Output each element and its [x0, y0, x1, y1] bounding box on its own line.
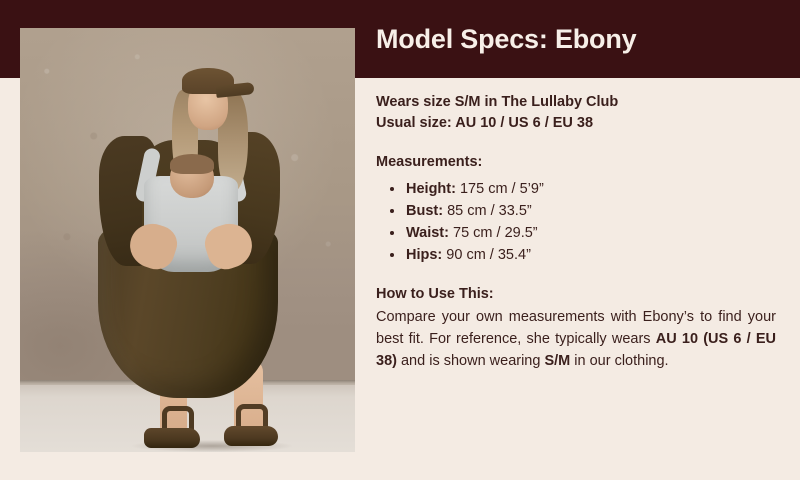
sandal-strap-left [162, 406, 194, 437]
measurement-value: 85 cm / 33.5” [447, 203, 532, 219]
wears-size-line: Wears size S/M in The Lullaby Club [376, 94, 619, 110]
usual-size-line: Usual size: AU 10 / US 6 / EU 38 [376, 115, 594, 131]
list-item: Waist: 75 cm / 29.5” [376, 222, 776, 244]
measurement-value: 175 cm / 5’9” [459, 181, 544, 197]
measurement-value: 90 cm / 35.4” [446, 247, 531, 263]
sandal-right [224, 426, 278, 446]
how-to-text-3: in our clothing. [570, 353, 669, 369]
measurements-list: Height: 175 cm / 5’9” Bust: 85 cm / 33.5… [376, 178, 776, 266]
list-item: Bust: 85 cm / 33.5” [376, 200, 776, 222]
specs-content: Wears size S/M in The Lullaby Club Usual… [376, 92, 776, 372]
model-figure [20, 28, 355, 452]
list-item: Height: 175 cm / 5’9” [376, 178, 776, 200]
measurement-label: Bust: [406, 203, 444, 219]
how-to-bold-size: AU 10 (US 6 / EU 38) [376, 331, 777, 369]
cap-brim [215, 82, 255, 98]
baby-hair [170, 154, 214, 174]
measurements-heading: Measurements: [376, 154, 483, 170]
how-to-use-body: Compare your own measurements with Ebony… [376, 306, 776, 372]
measurement-value: 75 cm / 29.5” [453, 225, 538, 241]
measurement-label: Waist: [406, 225, 449, 241]
sandal-strap-right [236, 404, 268, 435]
page-title: Model Specs: Ebony [376, 23, 637, 54]
sandal-left [144, 428, 200, 448]
model-photo [20, 28, 355, 452]
size-intro: Wears size S/M in The Lullaby Club Usual… [376, 92, 776, 134]
how-to-bold-worn-size: S/M [544, 353, 571, 369]
how-to-text-1: Compare your own measurements with Ebony… [376, 309, 776, 347]
measurement-label: Height: [406, 181, 456, 197]
list-item: Hips: 90 cm / 35.4” [376, 244, 776, 266]
measurement-label: Hips: [406, 247, 443, 263]
photo-background [20, 28, 355, 452]
how-to-text-2: and is shown wearing [396, 353, 545, 369]
how-to-use-heading: How to Use This: [376, 286, 494, 302]
